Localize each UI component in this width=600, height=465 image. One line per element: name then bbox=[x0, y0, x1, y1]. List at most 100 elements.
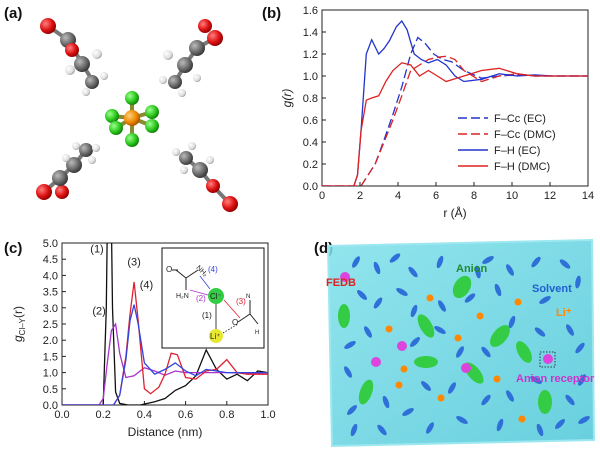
li-ions bbox=[385, 294, 526, 423]
solvent-molecule bbox=[496, 418, 504, 432]
solvent-molecule bbox=[555, 419, 565, 429]
solvent-molecule bbox=[494, 283, 502, 297]
inset-h2n-label: H₂N bbox=[176, 293, 189, 300]
panel-b: (b) 0 2 4 6 8 10 12 14 0.0 0.2 0.4 0.6 0.8 1.0 1.2 1.4 1… bbox=[262, 5, 594, 220]
inset-li-ion bbox=[209, 329, 223, 343]
inset-n-label: N bbox=[246, 294, 250, 300]
solvent-molecule bbox=[352, 256, 360, 268]
molecule-top-left bbox=[40, 18, 108, 96]
inset-route-4-label: (4) bbox=[208, 265, 218, 274]
solvent-molecule bbox=[410, 337, 420, 347]
inset-cl-ion bbox=[208, 288, 224, 304]
solvent-molecule bbox=[534, 327, 546, 337]
solvent-molecule bbox=[347, 405, 357, 415]
x-tick-label: 0.2 bbox=[96, 409, 111, 421]
series-line-1 bbox=[62, 322, 268, 405]
y-tick-label: 1.5 bbox=[43, 351, 58, 363]
solvent-molecule bbox=[531, 256, 541, 268]
solvent-molecule bbox=[396, 288, 408, 296]
y-tick-label: 1.0 bbox=[303, 71, 318, 83]
x-tick-label: 0.6 bbox=[178, 409, 193, 421]
solvent-molecule bbox=[464, 293, 476, 303]
route-3-line bbox=[223, 299, 241, 319]
panel-d: (d) bbox=[314, 238, 596, 448]
panel-c-label: (c) bbox=[4, 240, 22, 257]
solvent-molecule bbox=[481, 346, 491, 358]
legend-entry: F–H (DMC) bbox=[494, 161, 550, 173]
legend: F–Cᴄ (EC) F–Cᴄ (DMC) F–H (EC) F–H (DMC) bbox=[458, 113, 556, 173]
solvent-molecule bbox=[364, 326, 372, 338]
electrolyte-box-edge bbox=[326, 238, 596, 448]
x-tick-label: 0 bbox=[319, 190, 325, 202]
solvent-molecule bbox=[539, 296, 551, 304]
li-label: Li⁺ bbox=[556, 307, 572, 319]
solvent-molecule bbox=[436, 255, 444, 269]
receptor-highlight bbox=[539, 351, 556, 368]
solvent-molecule bbox=[536, 423, 544, 437]
legend-entry: F–H (EC) bbox=[494, 145, 540, 157]
y-tick-label: 1.6 bbox=[303, 5, 318, 17]
chart-b: 0 2 4 6 8 10 12 14 0.0 0.2 0.4 0.6 0.8 1.0 1.2 1.4 1.6 r … bbox=[280, 5, 594, 220]
interaction-inset: O H₂N NH₂ Cl⁻ Li⁺ O N H (4) (2) (3) bbox=[161, 247, 265, 349]
legend-entry: F–Cᴄ (DMC) bbox=[494, 129, 556, 141]
x-tick-label: 8 bbox=[471, 190, 477, 202]
x-tick-label: 0.4 bbox=[137, 409, 152, 421]
solvent-molecule bbox=[421, 381, 431, 391]
solvent-molecule bbox=[373, 261, 381, 275]
y-tick-label: 2.0 bbox=[43, 335, 58, 347]
solvent-molecule bbox=[377, 424, 387, 436]
y-tick-label: 0.6 bbox=[303, 115, 318, 127]
solvent-molecule bbox=[350, 423, 358, 437]
electrolyte-box bbox=[328, 240, 594, 446]
y-axis-label-tail: (r) bbox=[11, 306, 25, 318]
solvent-molecule bbox=[373, 297, 383, 309]
solvent-molecule bbox=[344, 341, 356, 349]
x-tick-label: 1.0 bbox=[260, 409, 275, 421]
inset-route-3-label: (3) bbox=[236, 297, 246, 306]
inset-o-label: O bbox=[166, 265, 172, 274]
y-tick-label: 5.0 bbox=[43, 238, 58, 250]
x-tick-label: 0.0 bbox=[54, 409, 69, 421]
receptor-label: Anion receptor bbox=[516, 373, 595, 385]
y-tick-label: 3.0 bbox=[43, 303, 58, 315]
solvent-molecule bbox=[565, 394, 575, 406]
inset-h-label: H bbox=[255, 330, 259, 336]
x-tick-label: 12 bbox=[544, 190, 556, 202]
solvent-molecule bbox=[382, 395, 390, 409]
solvent-label: Solvent bbox=[532, 283, 572, 295]
y-axis-label: g(r) bbox=[280, 89, 294, 108]
solvent-molecule bbox=[357, 290, 367, 300]
solvent-molecule bbox=[475, 265, 481, 279]
solvent-molecule bbox=[456, 346, 464, 358]
solvent-molecule bbox=[578, 416, 590, 424]
solvent-molecule bbox=[575, 342, 585, 354]
x-axis-label: Distance (nm) bbox=[128, 425, 203, 439]
solvent-molecule bbox=[438, 300, 446, 312]
solvent-molecule bbox=[566, 324, 574, 336]
series-annotation: (1) bbox=[90, 244, 103, 256]
solvent-molecules bbox=[344, 253, 590, 437]
anion-receptors bbox=[340, 272, 556, 373]
fedb-label: FEDB bbox=[326, 277, 356, 289]
x-tick-label: 14 bbox=[582, 190, 594, 202]
series-line-1 bbox=[322, 55, 588, 186]
molecule-bottom-right bbox=[172, 142, 238, 212]
solvent-molecule bbox=[434, 326, 446, 334]
y-tick-label: 0.0 bbox=[43, 400, 58, 412]
series-annotation: (2) bbox=[92, 305, 105, 317]
y-tick-label: 1.2 bbox=[303, 49, 318, 61]
series-annotation: (3) bbox=[127, 257, 140, 269]
x-tick-label: 2 bbox=[357, 190, 363, 202]
series-annotation: (4) bbox=[140, 279, 153, 291]
y-tick-label: 0.8 bbox=[303, 93, 318, 105]
series-line-0 bbox=[62, 243, 268, 405]
solvent-molecule bbox=[389, 253, 401, 263]
inset-route-1-label: (1) bbox=[202, 311, 212, 320]
series-line-0 bbox=[322, 36, 588, 186]
y-axis-label-main: g bbox=[11, 335, 25, 342]
molecule-top-right bbox=[159, 19, 223, 97]
panel-a-label: (a) bbox=[4, 5, 22, 22]
solvent-molecule bbox=[506, 264, 514, 276]
solvent-molecule bbox=[508, 315, 516, 329]
